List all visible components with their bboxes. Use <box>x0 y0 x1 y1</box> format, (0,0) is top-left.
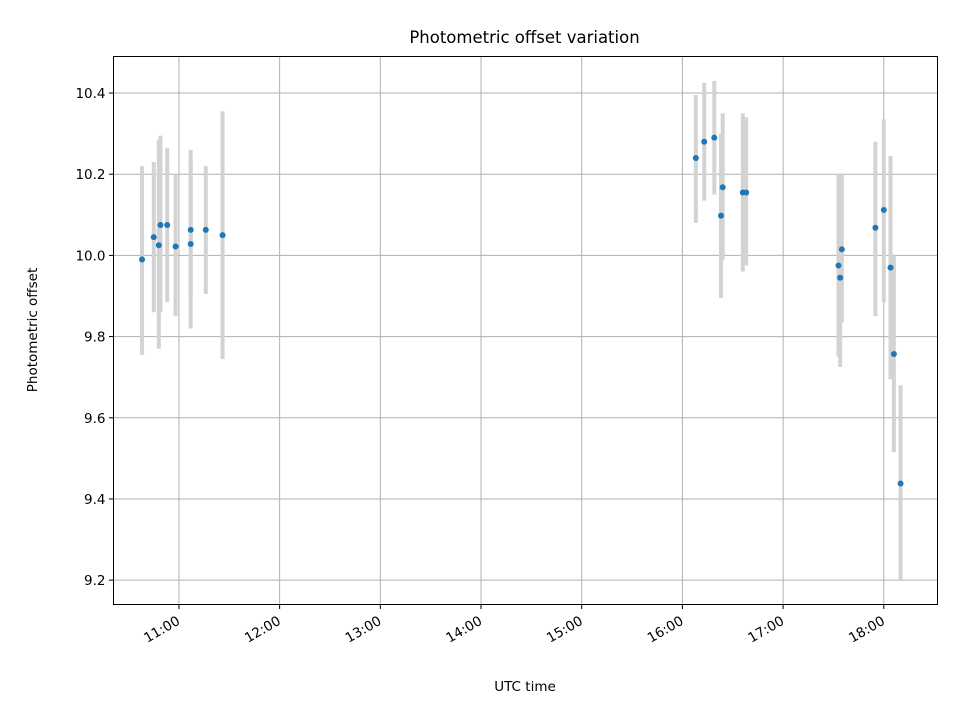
data-point <box>711 134 718 141</box>
y-tick-label: 9.4 <box>84 492 105 508</box>
data-points <box>139 134 904 487</box>
data-point <box>155 242 162 249</box>
data-point <box>890 351 897 358</box>
data-point <box>838 246 845 253</box>
x-axis: 11:00 12:00 13:00 14:00 15:00 16:00 17:00 18:00 <box>141 604 888 646</box>
y-tick-label: 10.2 <box>75 167 105 183</box>
y-tick-label: 10.0 <box>75 248 105 264</box>
x-tick-label: 15:00 <box>544 613 586 646</box>
data-point <box>157 221 164 228</box>
data-point <box>835 262 842 269</box>
data-point <box>837 274 844 281</box>
x-tick-label: 12:00 <box>242 613 284 646</box>
data-point <box>172 243 179 250</box>
data-point <box>202 226 209 233</box>
y-axis: 9.2 9.4 9.6 9.8 10.0 10.2 10.4 <box>75 86 114 589</box>
y-axis-label: Photometric offset <box>25 268 41 392</box>
plot-frame <box>113 56 938 605</box>
x-tick-label: 16:00 <box>645 613 687 646</box>
data-point <box>701 138 708 145</box>
y-tick-label: 9.8 <box>84 330 105 346</box>
y-tick-label: 9.2 <box>84 573 105 589</box>
x-tick-label: 17:00 <box>745 613 787 646</box>
data-point <box>150 234 157 241</box>
error-bars <box>140 80 903 581</box>
data-point <box>718 212 725 219</box>
data-point <box>187 241 194 248</box>
y-tick-label: 10.4 <box>75 86 105 102</box>
data-point <box>887 264 894 271</box>
data-point <box>719 184 726 191</box>
chart-title: Photometric offset variation <box>409 28 639 47</box>
x-tick-label: 11:00 <box>141 613 183 646</box>
data-point <box>187 226 194 233</box>
x-tick-label: 13:00 <box>343 613 385 646</box>
grid-lines <box>113 56 938 605</box>
x-tick-label: 18:00 <box>846 613 888 646</box>
x-tick-label: 14:00 <box>443 613 485 646</box>
data-point <box>139 256 146 263</box>
x-axis-label: UTC time <box>494 679 556 695</box>
data-point <box>743 189 750 196</box>
data-point <box>897 480 904 487</box>
y-tick-label: 9.6 <box>84 411 105 427</box>
data-point <box>872 224 879 231</box>
data-point <box>219 232 226 239</box>
data-point <box>880 206 887 213</box>
data-point <box>692 154 699 161</box>
data-point <box>164 221 171 228</box>
